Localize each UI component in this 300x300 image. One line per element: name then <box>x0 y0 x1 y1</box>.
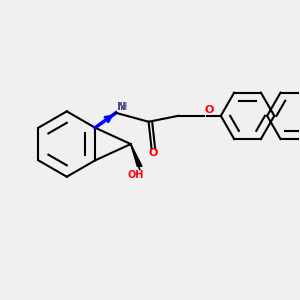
Text: H: H <box>120 102 128 112</box>
Polygon shape <box>131 144 142 166</box>
Text: O: O <box>148 148 158 158</box>
Text: OH: OH <box>127 170 143 180</box>
Text: N: N <box>117 102 127 112</box>
Text: O: O <box>204 105 214 116</box>
